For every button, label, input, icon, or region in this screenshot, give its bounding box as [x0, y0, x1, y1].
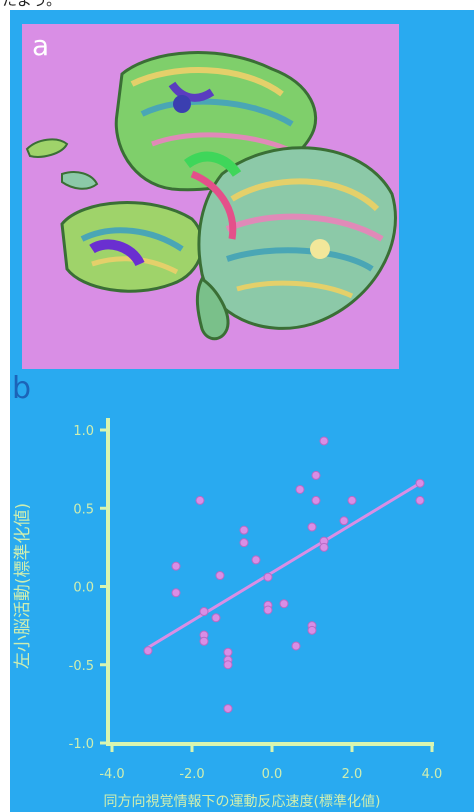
x-tick-label: -2.0: [179, 767, 204, 782]
brain-cerebellum: [184, 146, 397, 330]
x-tick-label: 0.0: [262, 767, 283, 782]
data-point: [307, 522, 317, 532]
brain-image: [25, 51, 397, 341]
fit-line: [147, 481, 421, 649]
data-point: [263, 572, 273, 582]
x-tick-label: 4.0: [422, 767, 443, 782]
y-tick-label: 1.0: [73, 424, 94, 439]
data-point: [415, 478, 425, 488]
data-point: [311, 470, 321, 480]
brain-temporal-lobe: [60, 201, 204, 293]
data-point: [199, 607, 209, 617]
data-point: [223, 660, 233, 670]
y-axis-label-group: 左小脳活動(標準化値): [13, 503, 33, 669]
data-point: [319, 436, 329, 446]
data-point: [171, 588, 181, 598]
data-point: [347, 495, 357, 505]
figure: a: [10, 10, 474, 812]
data-point: [171, 561, 181, 571]
data-point: [143, 646, 153, 656]
header-strip: たよう。: [0, 0, 474, 10]
data-point: [211, 613, 221, 623]
header-text: たよう。: [2, 0, 62, 9]
brain-stem: [195, 276, 230, 341]
data-point: [239, 525, 249, 535]
data-point: [251, 555, 261, 565]
scatter-plot: 左小脳活動(標準化値) 1.0 0.5 0.0 -0.5 -1.0 -4.0 -2.0 0.…: [13, 418, 443, 810]
panel-b-label: b: [12, 371, 32, 406]
data-point: [307, 625, 317, 635]
y-tick-label: 0.0: [73, 581, 94, 596]
panel-a-image: a: [22, 24, 399, 369]
y-tick-label: 0.5: [73, 502, 94, 517]
data-point: [263, 605, 273, 615]
data-point: [311, 495, 321, 505]
data-point: [223, 704, 233, 714]
data-point: [195, 495, 205, 505]
data-point: [279, 599, 289, 609]
data-point: [239, 538, 249, 548]
data-point: [215, 571, 225, 581]
x-tick-label: 2.0: [342, 767, 363, 782]
data-point: [291, 641, 301, 651]
y-axis-label: 左小脳活動(標準化値): [13, 503, 33, 669]
data-point: [415, 495, 425, 505]
data-point: [339, 516, 349, 526]
data-point: [223, 647, 233, 657]
x-axis-label: 同方向視覚情報下の運動反応速度(標準化値): [104, 794, 381, 810]
data-point: [295, 484, 305, 494]
panel-a-label: a: [32, 29, 50, 62]
x-tick-label: -4.0: [99, 767, 124, 782]
data-point: [199, 636, 209, 646]
y-tick-label: -1.0: [69, 737, 94, 752]
brain-fragments: [25, 138, 99, 190]
data-point: [319, 542, 329, 552]
y-tick-label: -0.5: [69, 659, 94, 674]
